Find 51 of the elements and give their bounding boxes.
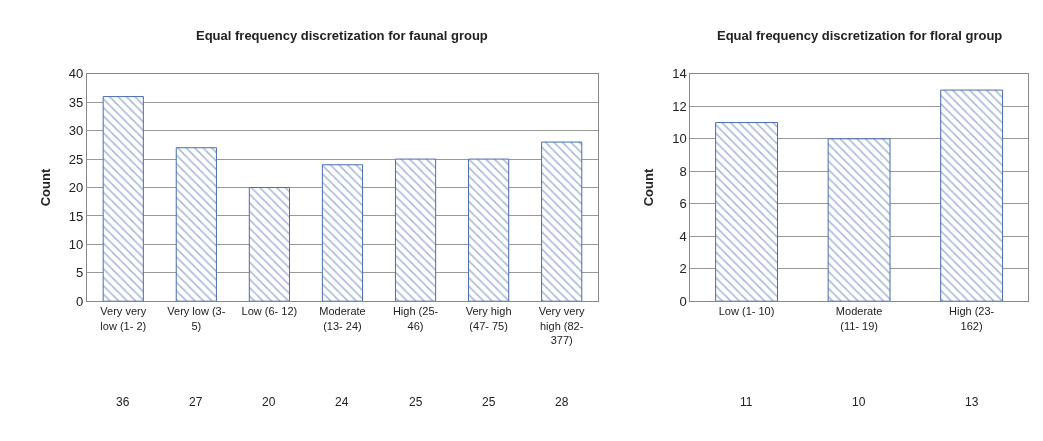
bar [468, 158, 510, 302]
chart-title: Equal frequency discretization for floral group [717, 28, 1003, 43]
data-label: 13 [965, 395, 979, 409]
data-label: 36 [116, 395, 130, 409]
chart-title: Equal frequency discretization for faunal group [196, 28, 488, 43]
x-tick-label: Moderate (13- 24) [319, 305, 366, 332]
y-axis-title: Count [37, 168, 53, 207]
y-tick-label: 10 [68, 236, 84, 252]
bar [715, 122, 778, 302]
y-tick-label: 2 [679, 261, 687, 277]
y-tick-label: 12 [672, 98, 687, 114]
y-tick-label: 30 [68, 123, 84, 139]
bar [940, 89, 1004, 302]
x-tick-label: Low (1- 10) [718, 305, 775, 318]
y-tick-label: 8 [679, 163, 687, 179]
y-tick-label: 15 [68, 208, 84, 224]
bar [102, 96, 144, 302]
data-label: 27 [189, 395, 203, 409]
x-tick-label: Very very high (82- 377) [538, 305, 586, 346]
x-tick-label: High (25- 46) [392, 305, 439, 332]
y-tick-label: 35 [68, 94, 84, 110]
y-tick-label: 0 [75, 293, 84, 309]
y-tick-label: 10 [672, 131, 687, 147]
y-tick-label: 14 [672, 66, 687, 82]
x-tick-label: Very low (3- 5) [167, 305, 226, 332]
data-label: 25 [482, 395, 496, 409]
data-label: 11 [740, 395, 753, 409]
x-tick-label: Very high (47- 75) [465, 305, 512, 332]
y-tick-label: 5 [75, 265, 84, 281]
data-label: 25 [409, 395, 423, 409]
bar [321, 164, 364, 302]
y-tick-label: 0 [679, 293, 687, 309]
data-label: 28 [555, 395, 569, 409]
data-label: 20 [262, 395, 276, 409]
y-tick-label: 4 [679, 228, 687, 244]
y-tick-label: 25 [68, 151, 84, 167]
y-tick-label: 6 [679, 196, 687, 212]
data-label: 24 [335, 395, 349, 409]
y-tick-label: 40 [68, 66, 84, 82]
x-tick-label: Very very low (1- 2) [100, 305, 147, 332]
bar [541, 141, 583, 302]
bar [248, 187, 290, 302]
y-tick-label: 20 [68, 180, 84, 196]
bar [175, 147, 217, 302]
data-label: 10 [852, 395, 866, 409]
bar [394, 158, 437, 302]
x-tick-label: Moderate (11- 19) [835, 305, 883, 332]
bar [827, 138, 891, 302]
x-tick-label: Low (6- 12) [241, 305, 298, 318]
x-tick-label: High (23- 162) [949, 305, 995, 332]
y-axis-title: Count [641, 168, 657, 207]
